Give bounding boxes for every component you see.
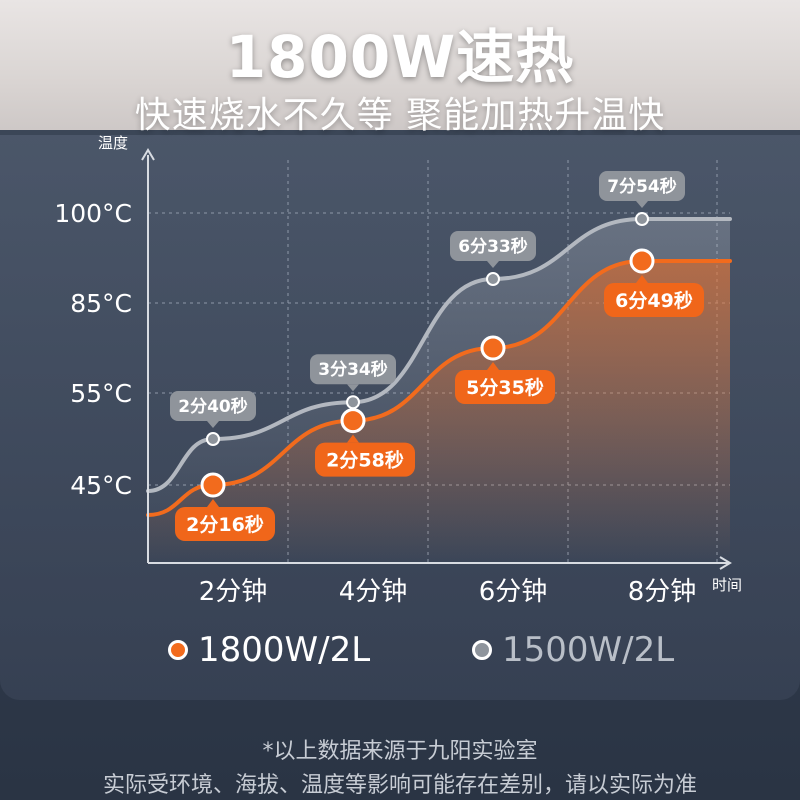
label-box-1800w	[455, 370, 555, 404]
point-1500w	[346, 395, 360, 410]
data-label-1500w: 2分40秒	[178, 396, 248, 417]
y-tick-label: 45°C	[70, 471, 132, 500]
data-label-1500w: 3分34秒	[318, 359, 388, 380]
legend-item-1800w: 1800W/2L	[168, 630, 370, 670]
x-axis-arrow	[719, 556, 732, 570]
y-tick-label: 55°C	[70, 379, 132, 408]
y-axis-arrow	[141, 148, 155, 161]
data-label-1500w: 7分54秒	[607, 176, 677, 197]
header-background	[0, 0, 800, 150]
label-pointer-1800w	[487, 362, 499, 370]
x-tick-label: 2分钟	[199, 577, 268, 607]
label-box-1500w	[599, 171, 685, 201]
point-1500w	[486, 272, 500, 286]
disclaimer-note: 实际受环境、海拔、温度等影响可能存在差别，请以实际为准	[102, 773, 697, 798]
data-label-1800w: 2分58秒	[326, 449, 404, 472]
point-1500w	[206, 432, 220, 446]
label-box-1500w	[170, 391, 256, 421]
legend-item-1500w: 1500W/2L	[472, 630, 674, 670]
label-pointer-1500w	[347, 384, 359, 392]
y-axis-title: 温度	[98, 134, 128, 152]
label-box-1500w	[310, 354, 396, 385]
label-box-1800w	[315, 442, 415, 477]
label-pointer-1800w	[347, 434, 359, 443]
legend-label-1500w: 1500W/2L	[502, 630, 675, 670]
point-layer	[200, 212, 655, 498]
point-1800w	[629, 248, 655, 274]
y-tick-label: 100°C	[54, 199, 132, 228]
data-label-1800w: 6分49秒	[615, 289, 693, 312]
legend-marker-1500w	[472, 640, 492, 660]
label-pointer-1800w	[207, 499, 219, 507]
point-1800w	[200, 472, 226, 498]
point-1500w	[635, 212, 649, 226]
point-1800w	[340, 408, 366, 434]
series-1800w-area	[148, 261, 730, 563]
data-label-1800w: 5分35秒	[466, 376, 544, 399]
page-subtitle: 快速烧水不久等 聚能加热升温快	[134, 95, 666, 136]
x-tick-label: 6分钟	[479, 577, 548, 607]
data-label-1800w: 2分16秒	[186, 513, 264, 536]
label-pointer-1500w	[487, 261, 499, 268]
label-box-1800w	[175, 507, 275, 541]
label-pointer-1800w	[636, 275, 648, 283]
x-axis-title: 时间	[712, 576, 742, 594]
y-tick-label: 85°C	[70, 289, 132, 318]
area-layer	[148, 219, 730, 563]
page-title: 1800W速热	[225, 23, 575, 91]
label-pointer-1500w	[636, 201, 648, 208]
legend-marker-1800w	[168, 640, 188, 660]
legend: 1800W/2L 1500W/2L	[0, 630, 800, 674]
label-box-1500w	[450, 231, 536, 261]
x-tick-label: 8分钟	[628, 577, 697, 607]
x-tick-label: 4分钟	[339, 577, 408, 607]
point-1800w	[480, 335, 506, 361]
label-layer: 2分40秒 3分34秒 6分33秒 7分54秒 2分16秒 2分58秒 5分35秒 6分49秒	[170, 171, 704, 541]
label-box-1800w	[604, 283, 704, 317]
data-label-1500w: 6分33秒	[458, 236, 528, 257]
data-source-note: *以上数据来源于九阳实验室	[262, 739, 538, 764]
label-pointer-1500w	[207, 421, 219, 428]
legend-label-1800w: 1800W/2L	[198, 630, 371, 670]
